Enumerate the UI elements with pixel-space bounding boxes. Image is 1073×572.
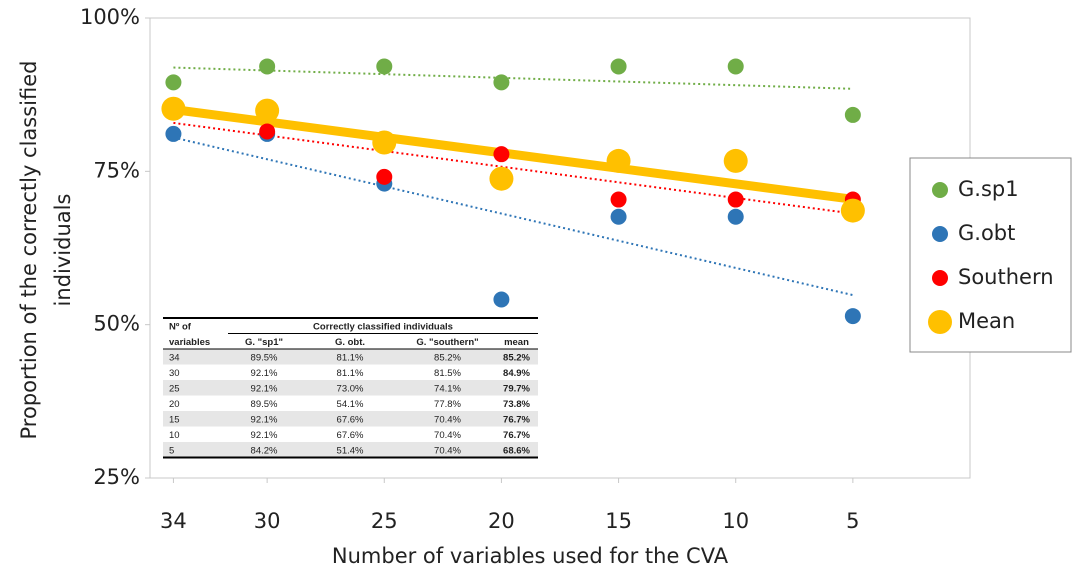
table-cell: 15 bbox=[169, 414, 180, 425]
point bbox=[840, 198, 865, 223]
table-cell: 77.8% bbox=[434, 399, 461, 410]
table-row-bg bbox=[163, 442, 538, 458]
y-axis-label: individuals bbox=[51, 194, 75, 307]
point bbox=[489, 166, 514, 191]
table-cell: 84.9% bbox=[503, 368, 530, 379]
point bbox=[723, 148, 748, 173]
y-tick-label: 50% bbox=[93, 312, 140, 336]
table-cell: 84.2% bbox=[251, 445, 278, 456]
table-cell: 81.1% bbox=[337, 352, 364, 363]
table-cell: 85.2% bbox=[503, 352, 530, 363]
trend-line bbox=[173, 136, 854, 297]
y-axis-label: Proportion of the correctly classified bbox=[17, 61, 41, 440]
point bbox=[161, 96, 186, 121]
point bbox=[610, 208, 627, 225]
table-cell: 81.5% bbox=[434, 368, 461, 379]
table-cell: 76.7% bbox=[503, 414, 530, 425]
table-cell: 89.5% bbox=[251, 399, 278, 410]
table-header: Nº of bbox=[169, 321, 192, 332]
table-header: mean bbox=[504, 337, 529, 348]
table-cell: 70.4% bbox=[434, 430, 461, 441]
legend-label: Southern bbox=[958, 265, 1054, 289]
table-cell: 81.1% bbox=[337, 368, 364, 379]
point bbox=[165, 125, 182, 142]
x-tick-label: 10 bbox=[722, 509, 749, 533]
table-cell: 92.1% bbox=[251, 414, 278, 425]
table-cell: 92.1% bbox=[251, 383, 278, 394]
table-row-bg bbox=[163, 411, 538, 427]
point bbox=[255, 98, 280, 123]
point bbox=[610, 191, 627, 208]
table-cell: 10 bbox=[169, 430, 180, 441]
y-tick-label: 75% bbox=[93, 158, 140, 182]
table-cell: 76.7% bbox=[503, 430, 530, 441]
point bbox=[372, 130, 397, 155]
point bbox=[493, 291, 510, 308]
x-tick-label: 34 bbox=[160, 509, 187, 533]
table-cell: 70.4% bbox=[434, 445, 461, 456]
point bbox=[727, 58, 744, 75]
table-cell: 67.6% bbox=[337, 430, 364, 441]
x-tick-label: 30 bbox=[254, 509, 281, 533]
point bbox=[844, 106, 861, 123]
table-header: Correctly classified individuals bbox=[313, 321, 453, 332]
table-cell: 79.7% bbox=[503, 383, 530, 394]
table-cell: 5 bbox=[169, 445, 174, 456]
point bbox=[165, 74, 182, 91]
x-tick-label: 20 bbox=[488, 509, 515, 533]
legend-label: G.sp1 bbox=[958, 177, 1019, 201]
legend-marker bbox=[932, 226, 948, 242]
table-cell: 25 bbox=[169, 383, 180, 394]
y-tick-label: 100% bbox=[80, 5, 140, 29]
legend-marker bbox=[928, 310, 952, 334]
point bbox=[259, 123, 276, 140]
table-cell: 20 bbox=[169, 399, 180, 410]
table-cell: 34 bbox=[169, 352, 180, 363]
table-cell: 92.1% bbox=[251, 430, 278, 441]
table-cell: 67.6% bbox=[337, 414, 364, 425]
point bbox=[727, 208, 744, 225]
x-axis-label: Number of variables used for the CVA bbox=[332, 544, 729, 568]
legend-marker bbox=[932, 270, 948, 286]
table-header: G. "southern" bbox=[416, 337, 478, 348]
table-cell: 70.4% bbox=[434, 414, 461, 425]
point bbox=[844, 308, 861, 325]
legend-marker bbox=[932, 182, 948, 198]
table-cell: 74.1% bbox=[434, 383, 461, 394]
legend-label: G.obt bbox=[958, 221, 1015, 245]
x-tick-label: 15 bbox=[605, 509, 632, 533]
table-cell: 51.4% bbox=[337, 445, 364, 456]
trend-line bbox=[173, 66, 853, 90]
point bbox=[610, 58, 627, 75]
point bbox=[493, 146, 510, 163]
legend-label: Mean bbox=[958, 309, 1015, 333]
table-cell: 85.2% bbox=[434, 352, 461, 363]
table-cell: 89.5% bbox=[251, 352, 278, 363]
table-row-bg bbox=[163, 349, 538, 365]
point bbox=[727, 191, 744, 208]
point bbox=[376, 58, 393, 75]
table-header: variables bbox=[169, 337, 210, 348]
point bbox=[493, 74, 510, 91]
table-cell: 92.1% bbox=[251, 368, 278, 379]
table-cell: 68.6% bbox=[503, 445, 530, 456]
table-cell: 73.0% bbox=[337, 383, 364, 394]
point bbox=[376, 168, 393, 185]
x-tick-label: 5 bbox=[846, 509, 859, 533]
trend-line bbox=[172, 105, 854, 204]
trend-line bbox=[173, 121, 853, 215]
x-tick-label: 25 bbox=[371, 509, 398, 533]
table-header: G. "sp1" bbox=[245, 337, 283, 348]
table-header: G. obt. bbox=[335, 337, 365, 348]
point bbox=[606, 148, 631, 173]
table-cell: 54.1% bbox=[337, 399, 364, 410]
point bbox=[259, 58, 276, 75]
table-row-bg bbox=[163, 380, 538, 396]
table-cell: 73.8% bbox=[503, 399, 530, 410]
y-tick-label: 25% bbox=[93, 465, 140, 489]
table-cell: 30 bbox=[169, 368, 180, 379]
